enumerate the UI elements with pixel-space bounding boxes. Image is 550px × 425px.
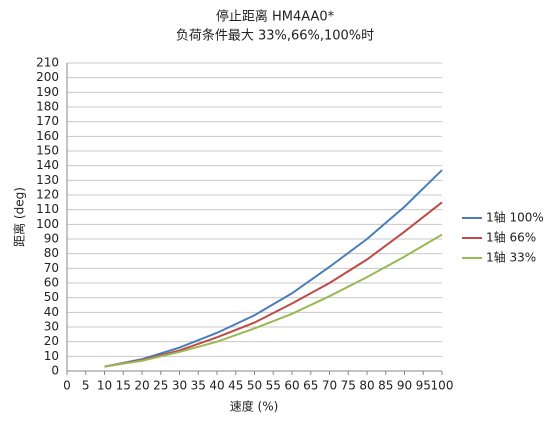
y-tick-label: 20 [44, 334, 59, 348]
x-tick-label: 30 [172, 379, 187, 393]
y-tick-label: 170 [36, 114, 59, 128]
series-line [104, 169, 443, 368]
y-tick-label: 70 [44, 261, 59, 275]
y-tick-label: 10 [44, 349, 59, 363]
x-tick-label: 20 [134, 379, 149, 393]
y-tick-label: 80 [44, 246, 59, 260]
x-tick-label: 80 [359, 379, 374, 393]
y-tick-label: 60 [44, 276, 59, 290]
y-tick-label: 140 [36, 158, 59, 172]
x-tick-label: 90 [397, 379, 412, 393]
x-tick-label: 35 [191, 379, 206, 393]
legend-label: 1轴 100% [486, 210, 544, 225]
x-tick-label: 60 [284, 379, 299, 393]
chart-title: 停止距离 HM4AA0* [216, 9, 335, 25]
x-tick-label: 85 [378, 379, 393, 393]
y-tick-label: 150 [36, 144, 59, 158]
y-tick-label: 30 [44, 320, 59, 334]
x-tick-label: 95 [416, 379, 431, 393]
series-line [104, 201, 443, 368]
y-tick-label: 100 [36, 217, 59, 231]
series-line [104, 233, 443, 368]
x-tick-label: 10 [97, 379, 112, 393]
x-tick-label: 25 [153, 379, 168, 393]
x-tick-label: 50 [247, 379, 262, 393]
x-tick-label: 75 [341, 379, 356, 393]
x-tick-label: 45 [228, 379, 243, 393]
x-axis-label: 速度 (%) [230, 399, 279, 414]
x-tick-label: 55 [266, 379, 281, 393]
y-axis-label: 距离 (deg) [12, 187, 27, 247]
y-tick-label: 90 [44, 232, 59, 246]
legend-label: 1轴 66% [486, 230, 536, 245]
y-tick-label: 0 [51, 364, 59, 378]
x-tick-label: 100 [431, 379, 454, 393]
legend-label: 1轴 33% [486, 250, 536, 265]
y-tick-label: 120 [36, 188, 59, 202]
x-tick-label: 15 [116, 379, 131, 393]
y-tick-label: 200 [36, 70, 59, 84]
x-tick-label: 0 [63, 379, 71, 393]
x-tick-label: 5 [82, 379, 90, 393]
y-tick-label: 130 [36, 173, 59, 187]
y-tick-label: 160 [36, 129, 59, 143]
y-tick-label: 210 [36, 56, 59, 70]
y-tick-label: 50 [44, 290, 59, 304]
y-tick-label: 180 [36, 100, 59, 114]
y-tick-label: 110 [36, 202, 59, 216]
chart-subtitle: 负荷条件最大 33%,66%,100%时 [176, 28, 374, 44]
x-tick-label: 65 [303, 379, 318, 393]
y-tick-label: 190 [36, 85, 59, 99]
y-tick-label: 40 [44, 305, 59, 319]
x-tick-label: 40 [209, 379, 224, 393]
x-tick-label: 70 [322, 379, 337, 393]
